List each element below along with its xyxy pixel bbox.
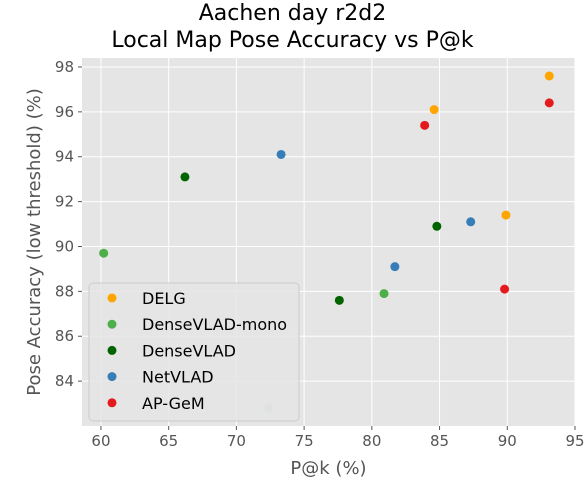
x-tick-label: 90 bbox=[498, 432, 517, 450]
y-axis-label: Pose Accuracy (low threshold) (%) bbox=[24, 88, 45, 395]
x-tick-label: 60 bbox=[91, 432, 110, 450]
legend-marker bbox=[107, 398, 117, 408]
chart-title-line-1: Aachen day r2d2 bbox=[198, 1, 387, 26]
legend-marker bbox=[107, 319, 117, 329]
x-tick-label: 65 bbox=[159, 432, 178, 450]
legend-label: NetVLAD bbox=[142, 368, 214, 387]
legend-label: DenseVLAD bbox=[142, 341, 236, 360]
chart-title-line-2: Local Map Pose Accuracy vs P@k bbox=[111, 28, 474, 53]
data-point-delg bbox=[429, 105, 439, 115]
legend-marker bbox=[107, 345, 117, 355]
data-point-delg bbox=[544, 71, 554, 81]
y-tick-label: 88 bbox=[55, 282, 74, 300]
y-tick-label: 94 bbox=[55, 148, 74, 166]
data-point-densevlad-mono bbox=[379, 289, 389, 299]
legend-label: AP-GeM bbox=[142, 394, 205, 413]
legend-marker bbox=[107, 372, 117, 382]
legend-label: DELG bbox=[142, 289, 186, 308]
legend-marker bbox=[107, 293, 117, 303]
y-tick-label: 86 bbox=[55, 327, 74, 345]
x-tick-label: 80 bbox=[362, 432, 381, 450]
legend-box bbox=[88, 282, 300, 422]
y-tick-label: 90 bbox=[55, 237, 74, 255]
x-tick-label: 85 bbox=[430, 432, 449, 450]
x-axis-label: P@k (%) bbox=[290, 458, 366, 479]
legend-label: DenseVLAD-mono bbox=[142, 315, 287, 334]
x-tick-label: 75 bbox=[295, 432, 314, 450]
data-point-ap-gem bbox=[500, 284, 510, 294]
y-tick-label: 96 bbox=[55, 103, 74, 121]
x-tick-label: 70 bbox=[227, 432, 246, 450]
data-point-delg bbox=[501, 210, 511, 220]
data-point-ap-gem bbox=[420, 120, 430, 130]
y-tick-label: 98 bbox=[55, 58, 74, 76]
data-point-densevlad-mono bbox=[99, 248, 109, 258]
data-point-densevlad bbox=[334, 295, 344, 305]
data-point-netvlad bbox=[466, 217, 476, 227]
x-tick-label: 95 bbox=[565, 432, 584, 450]
data-point-ap-gem bbox=[544, 98, 554, 108]
data-point-netvlad bbox=[390, 262, 400, 272]
data-point-densevlad bbox=[180, 172, 190, 182]
y-tick-label: 84 bbox=[55, 372, 74, 390]
data-point-netvlad bbox=[276, 149, 286, 159]
y-tick-label: 92 bbox=[55, 193, 74, 211]
data-point-densevlad bbox=[432, 221, 442, 231]
